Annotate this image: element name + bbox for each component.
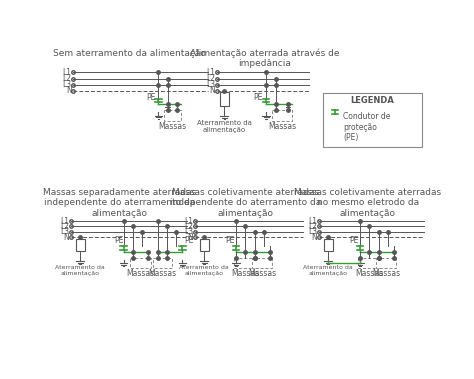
Text: Condutor de
proteção
(PE): Condutor de proteção (PE)	[343, 113, 390, 142]
Text: Massas: Massas	[231, 269, 259, 278]
Bar	[324, 239, 333, 251]
Bar	[153, 258, 172, 268]
Bar	[252, 258, 273, 268]
Text: PE: PE	[349, 236, 358, 245]
Text: Massas: Massas	[372, 269, 401, 278]
Bar	[130, 258, 152, 268]
Text: PE: PE	[225, 236, 235, 245]
Text: N: N	[311, 233, 317, 242]
Bar	[376, 258, 396, 268]
Text: Massas: Massas	[355, 269, 383, 278]
Text: L1: L1	[60, 216, 69, 226]
Text: Massas separadamente aterradas
independente do aterramento da
alimentação: Massas separadamente aterradas independe…	[43, 188, 196, 218]
Text: L3: L3	[60, 227, 69, 236]
Bar	[164, 110, 181, 121]
Bar	[357, 258, 381, 268]
Text: Massas: Massas	[158, 122, 186, 131]
Text: L2: L2	[184, 222, 193, 231]
Text: PE: PE	[254, 92, 263, 102]
Bar	[273, 110, 292, 121]
Text: L3: L3	[63, 80, 72, 89]
Text: N: N	[66, 86, 72, 96]
Text: PE: PE	[184, 236, 193, 245]
Bar	[323, 93, 422, 147]
Text: L3: L3	[206, 80, 215, 89]
Bar	[219, 92, 229, 106]
Text: Aterramento da
alimentação: Aterramento da alimentação	[303, 265, 353, 276]
Text: Massas: Massas	[148, 269, 176, 278]
Text: PE: PE	[114, 236, 124, 245]
Text: N: N	[210, 86, 215, 96]
Text: L2: L2	[308, 222, 317, 231]
Text: Aterramento da
alimentação: Aterramento da alimentação	[55, 265, 105, 276]
Text: L3: L3	[184, 227, 193, 236]
Text: Alimentação aterrada através de
impedância: Alimentação aterrada através de impedânc…	[190, 49, 339, 69]
Text: Massas coletivamente aterradas
no mesmo eletrodo da
alimentação: Massas coletivamente aterradas no mesmo …	[294, 188, 441, 218]
Text: Aterramento da
alimentação: Aterramento da alimentação	[197, 120, 252, 133]
Text: Aterramento da
alimentação: Aterramento da alimentação	[179, 265, 229, 276]
Text: Massas: Massas	[127, 269, 155, 278]
Bar	[200, 239, 209, 251]
Text: N: N	[188, 233, 193, 242]
Text: Massas coletivamente aterradas
independente do aterramento da
alimentação: Massas coletivamente aterradas independe…	[170, 188, 321, 218]
Text: Massas: Massas	[248, 269, 276, 278]
Text: L2: L2	[206, 74, 215, 83]
Text: Sem aterramento da alimentação: Sem aterramento da alimentação	[53, 49, 205, 58]
Bar	[75, 239, 85, 251]
Text: L3: L3	[308, 227, 317, 236]
Text: L2: L2	[63, 74, 72, 83]
Text: L1: L1	[63, 68, 72, 77]
Text: L1: L1	[308, 216, 317, 226]
Text: Massas: Massas	[268, 122, 296, 131]
Text: L2: L2	[60, 222, 69, 231]
Text: N: N	[64, 233, 69, 242]
Text: PE: PE	[146, 92, 155, 102]
Text: L1: L1	[184, 216, 193, 226]
Text: L1: L1	[206, 68, 215, 77]
Text: LEGENDA: LEGENDA	[350, 96, 394, 105]
Bar	[234, 258, 257, 268]
